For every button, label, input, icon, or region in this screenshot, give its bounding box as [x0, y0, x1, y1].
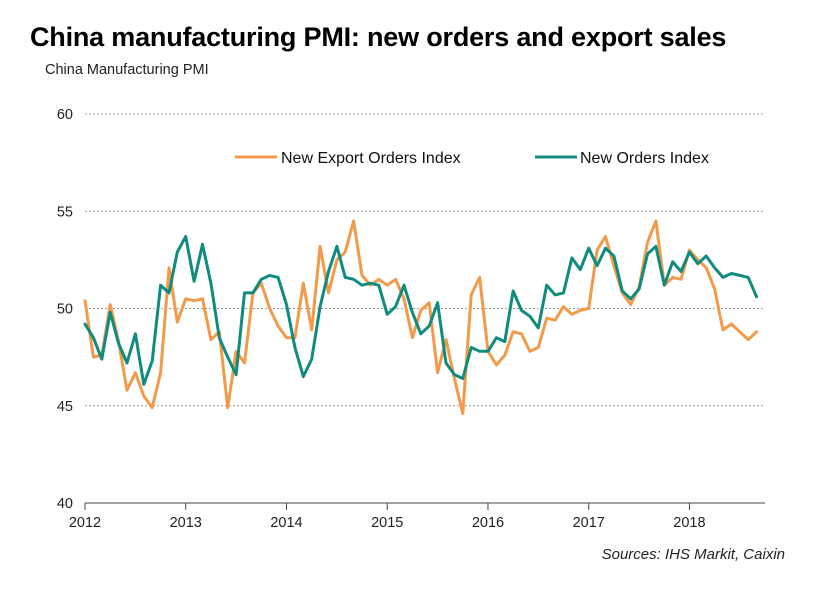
x-tick-label: 2014 [270, 515, 302, 531]
legend-label-new-export-orders: New Export Orders Index [281, 150, 461, 167]
y-tick-label: 50 [57, 302, 73, 318]
x-tick-label: 2017 [573, 515, 605, 531]
legend: New Export Orders Index New Orders Index [235, 150, 709, 167]
x-tick-label: 2012 [69, 515, 101, 531]
axes: 40 45 50 55 60 2012 2013 2014 2015 2016 2017 2018 [57, 107, 765, 531]
chart-title: China manufacturing PMI: new orders and … [30, 22, 727, 52]
x-tick-label: 2015 [371, 515, 403, 531]
x-tick-label: 2013 [170, 515, 202, 531]
y-tick-label: 40 [57, 496, 73, 512]
source-note: Sources: IHS Markit, Caixin [601, 546, 785, 563]
series-line-new-orders-index [83, 235, 759, 386]
y-tick-label: 60 [57, 107, 73, 123]
series-lines [83, 219, 759, 415]
x-tick-label: 2018 [673, 515, 705, 531]
y-tick-label: 55 [57, 204, 73, 220]
y-tick-label: 45 [57, 399, 73, 415]
legend-label-new-orders: New Orders Index [580, 150, 709, 167]
x-tick-label: 2016 [472, 515, 504, 531]
y-axis-label: China Manufacturing PMI [45, 62, 209, 78]
series-line-new-export-orders-index [83, 219, 759, 415]
